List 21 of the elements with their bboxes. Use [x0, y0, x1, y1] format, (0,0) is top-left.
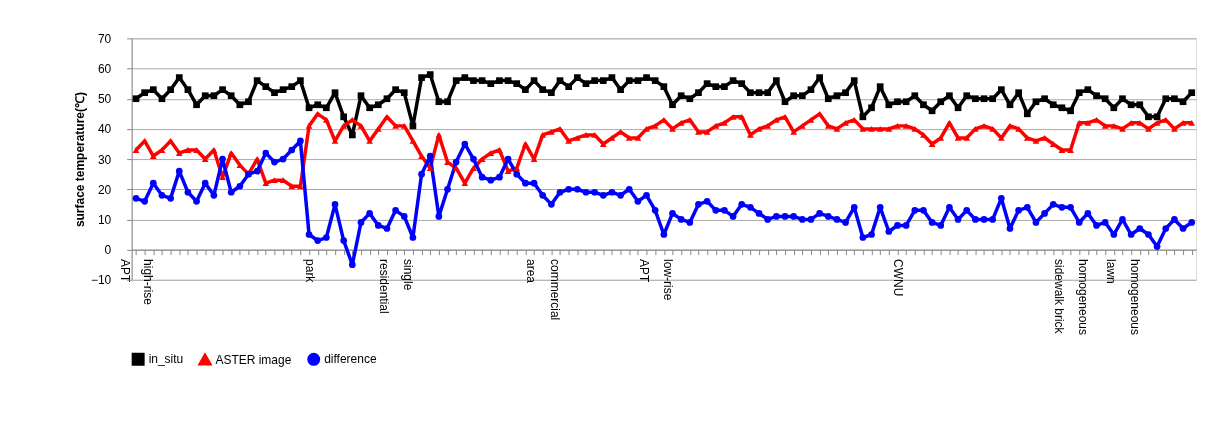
x-tick-label: commercial area: [524, 259, 563, 321]
x-tick-label: homogeneous sidewalk brick: [1052, 259, 1091, 335]
y-tick-label: 60: [97, 62, 112, 77]
x-tick-label: homogeneous lawn: [1104, 259, 1142, 335]
legend-label: ASTER image: [215, 352, 292, 367]
y-tick-label: 40: [97, 122, 112, 137]
y-tick-label: 0: [104, 243, 112, 258]
y-tick-label: 30: [97, 152, 112, 167]
x-tick-label: park: [302, 259, 317, 283]
legend-label: in_situ: [148, 352, 184, 367]
y-tick-label: −10: [90, 273, 112, 288]
y-tick-label: 50: [97, 92, 112, 107]
x-tick-label: low-rise APT: [636, 259, 675, 301]
y-tick-label: 20: [97, 182, 112, 197]
x-tick-label: CWNU: [891, 259, 905, 297]
x-tick-label: high-rise APT: [117, 259, 156, 306]
y-tick-label: 10: [97, 212, 112, 227]
y-tick-label: 70: [97, 31, 112, 46]
y-axis-title: surface temperature(℃): [72, 92, 87, 228]
x-tick-label: single residential: [377, 259, 416, 314]
legend-label: difference: [324, 352, 377, 367]
